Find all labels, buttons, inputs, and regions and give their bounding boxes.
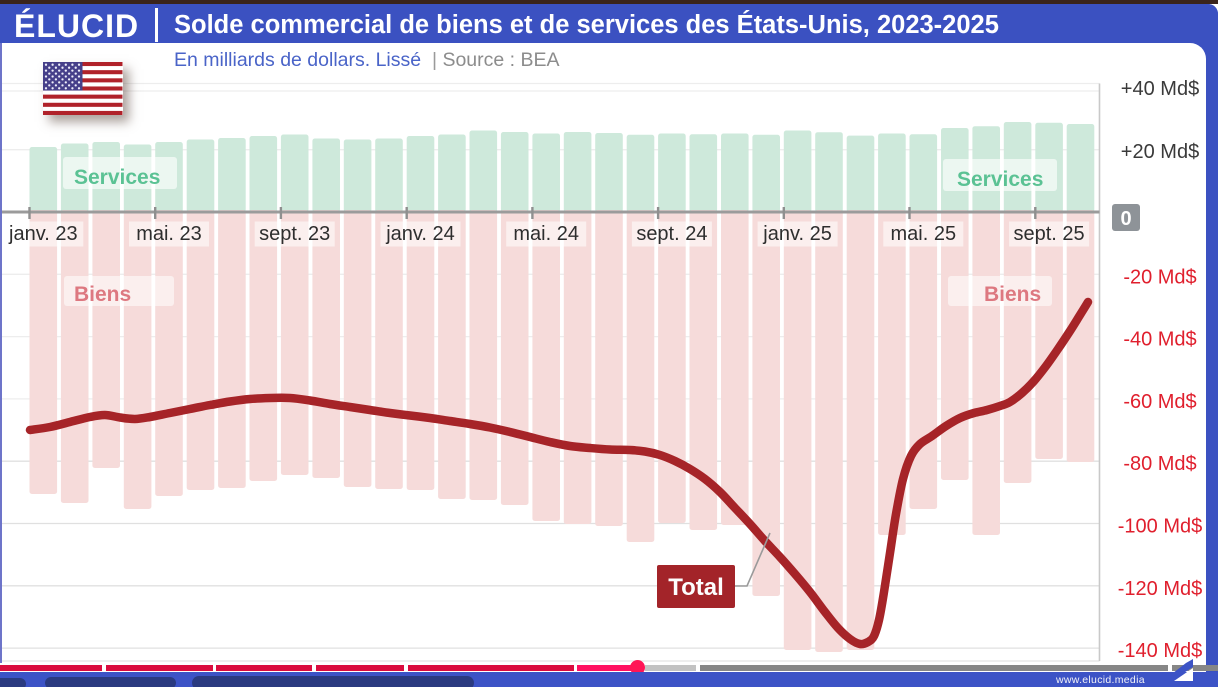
svg-text:Total: Total bbox=[668, 574, 724, 601]
svg-text:sept. 23: sept. 23 bbox=[259, 223, 330, 245]
svg-text:janv. 24: janv. 24 bbox=[385, 223, 455, 245]
svg-text:-120 Md$: -120 Md$ bbox=[1118, 578, 1203, 600]
svg-text:+20 Md$: +20 Md$ bbox=[1121, 141, 1199, 163]
svg-text:Biens: Biens bbox=[74, 283, 131, 306]
svg-text:Services: Services bbox=[74, 166, 160, 189]
svg-text:sept. 25: sept. 25 bbox=[1014, 223, 1085, 245]
svg-text:mai. 23: mai. 23 bbox=[136, 223, 202, 245]
svg-text:-40 Md$: -40 Md$ bbox=[1123, 329, 1196, 351]
svg-text:-140 Md$: -140 Md$ bbox=[1118, 640, 1203, 662]
svg-text:-80 Md$: -80 Md$ bbox=[1123, 453, 1196, 475]
svg-text:sept. 24: sept. 24 bbox=[636, 223, 707, 245]
svg-text:-60 Md$: -60 Md$ bbox=[1123, 391, 1196, 413]
svg-text:Biens: Biens bbox=[984, 283, 1041, 306]
svg-text:mai. 25: mai. 25 bbox=[891, 223, 957, 245]
svg-text:0: 0 bbox=[1120, 208, 1131, 230]
svg-text:mai. 24: mai. 24 bbox=[513, 223, 579, 245]
svg-text:-100 Md$: -100 Md$ bbox=[1118, 516, 1203, 538]
svg-text:janv. 23: janv. 23 bbox=[8, 223, 78, 245]
svg-text:janv. 25: janv. 25 bbox=[762, 223, 832, 245]
svg-text:Services: Services bbox=[957, 168, 1043, 191]
svg-text:+40 Md$: +40 Md$ bbox=[1121, 78, 1199, 100]
svg-text:-20 Md$: -20 Md$ bbox=[1123, 266, 1196, 288]
